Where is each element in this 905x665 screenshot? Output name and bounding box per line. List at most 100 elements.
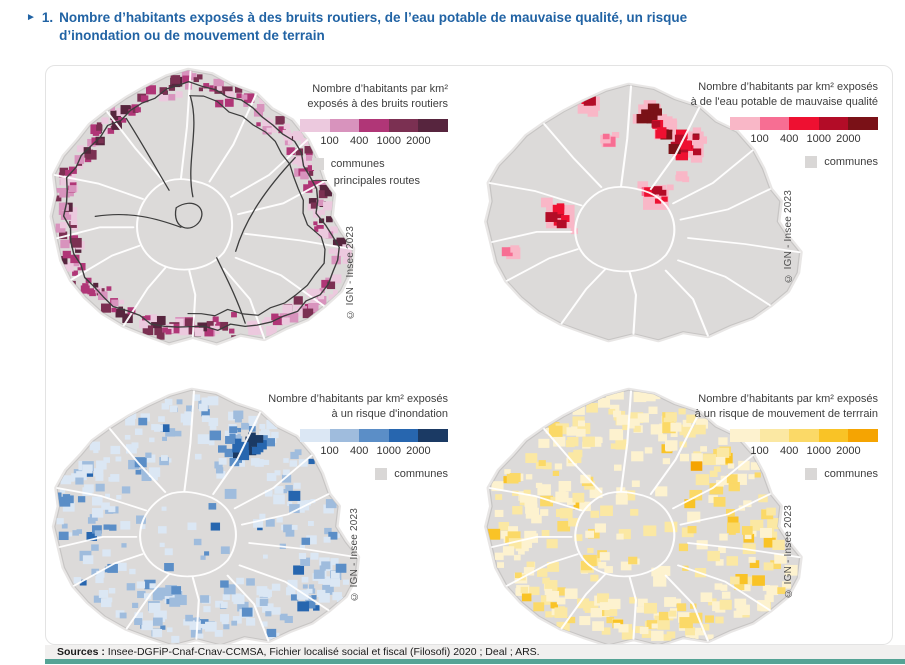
scale-segment-3 xyxy=(359,118,389,132)
scale-tick: 2000 xyxy=(836,444,861,457)
scale-tick: 400 xyxy=(350,134,369,147)
legend-bruits-routiers: Nombre d’habitants par km² exposés à des … xyxy=(270,82,448,187)
legend-items: communes xyxy=(375,467,448,480)
legend-item-communes: communes xyxy=(805,155,878,168)
scale-segment-4 xyxy=(388,118,419,132)
figure-panel: Nombre d’habitants par km² exposés à des … xyxy=(45,65,893,645)
scale-tick: 400 xyxy=(780,444,799,457)
scale-tick: 1000 xyxy=(806,444,832,457)
figure-title-line2: d’inondation ou de mouvement de terrain xyxy=(59,27,325,43)
legend-item-label: principales routes xyxy=(333,174,420,187)
scale-segment-5 xyxy=(418,118,448,132)
legend-item-communes: communes xyxy=(311,157,420,170)
legend-title: Nombre d’habitants par km² exposés à un r… xyxy=(673,392,878,422)
legend-item-routes: principales routes xyxy=(311,174,420,187)
map-credit: © IGN - Insee 2023 xyxy=(783,190,794,284)
legend-item-communes: communes xyxy=(805,467,878,480)
legend-item-label: communes xyxy=(824,155,878,168)
legend-scale-ticks: 100 400 1000 2000 xyxy=(730,133,878,148)
figure-title: ► 1. Nombre d’habitants exposés à des br… xyxy=(26,9,856,44)
map-credit: © IGN - Insee 2023 xyxy=(345,226,356,320)
communes-swatch xyxy=(805,467,818,480)
legend-title-line2: à un risque de mouvement de terrrain xyxy=(694,407,878,420)
legend-title: Nombre d’habitants par km² exposés à des … xyxy=(270,82,448,112)
legend-scale-ticks: 100 400 1000 2000 xyxy=(730,445,878,460)
map-mouvement-terrain xyxy=(484,387,803,644)
scale-tick: 1000 xyxy=(806,132,832,145)
scale-segment-4 xyxy=(818,116,849,130)
legend-item-label: communes xyxy=(330,157,385,170)
scale-segment-1 xyxy=(730,116,760,130)
scale-tick: 400 xyxy=(780,132,799,145)
scale-segment-1 xyxy=(300,428,330,442)
legend-scale-ticks: 100 400 1000 2000 xyxy=(300,135,448,150)
legend-title-line2: à de l'eau potable de mauvaise qualité xyxy=(690,95,878,108)
legend-item-label: communes xyxy=(394,467,448,480)
map-cell-eau-potable: Nombre d’habitants par km² exposés à de l… xyxy=(470,66,892,355)
scale-tick: 400 xyxy=(350,444,369,457)
legend-mouvement-terrain: Nombre d’habitants par km² exposés à un r… xyxy=(673,392,878,480)
scale-segment-5 xyxy=(418,428,448,442)
scale-segment-2 xyxy=(329,118,360,132)
figure-number: 1. xyxy=(41,10,54,25)
scale-segment-1 xyxy=(300,118,330,132)
legend-scale-ticks: 100 400 1000 2000 xyxy=(300,445,448,460)
scale-segment-2 xyxy=(759,116,790,130)
legend-inondation: Nombre d’habitants par km² exposés à un r… xyxy=(243,392,448,480)
legend-title-line1: Nombre d’habitants par km² exposés xyxy=(698,393,878,405)
scale-tick: 2000 xyxy=(406,444,431,457)
scale-segment-4 xyxy=(388,428,419,442)
legend-title-line1: Nombre d’habitants par km² xyxy=(312,83,448,95)
communes-swatch xyxy=(805,155,818,168)
scale-tick: 1000 xyxy=(376,134,402,147)
figure-title-text: Nombre d’habitants exposés à des bruits … xyxy=(59,9,687,44)
scale-segment-5 xyxy=(848,428,878,442)
scale-tick: 1000 xyxy=(376,444,402,457)
title-arrow-icon: ► xyxy=(26,12,36,23)
sources-text: Insee-DGFiP-Cnaf-Cnav-CCMSA, Fichier loc… xyxy=(104,646,540,658)
scale-segment-2 xyxy=(759,428,790,442)
legend-item-communes: communes xyxy=(375,467,448,480)
scale-tick: 100 xyxy=(750,132,769,145)
scale-segment-3 xyxy=(789,116,819,130)
legend-eau-potable: Nombre d’habitants par km² exposés à de l… xyxy=(673,80,878,168)
communes-swatch xyxy=(375,467,388,480)
route-line-swatch xyxy=(311,180,327,182)
legend-color-scale xyxy=(300,428,448,442)
legend-title-line2: à un risque d'inondation xyxy=(331,407,448,420)
map-bruits-routiers xyxy=(49,67,356,346)
legend-item-label: communes xyxy=(824,467,878,480)
legend-color-scale xyxy=(300,118,448,132)
scale-tick: 100 xyxy=(320,134,339,147)
scale-segment-2 xyxy=(329,428,360,442)
map-cell-inondation: Nombre d’habitants par km² exposés à un r… xyxy=(46,355,470,644)
scale-segment-5 xyxy=(848,116,878,130)
scale-segment-3 xyxy=(789,428,819,442)
legend-items: communes xyxy=(805,155,878,168)
scale-tick: 2000 xyxy=(836,132,861,145)
sources-line: Sources : Insee-DGFiP-Cnaf-Cnav-CCMSA, F… xyxy=(45,645,905,659)
legend-color-scale xyxy=(730,116,878,130)
legend-title: Nombre d’habitants par km² exposés à de l… xyxy=(673,80,878,110)
communes-swatch xyxy=(311,157,324,170)
legend-items: communes principales routes xyxy=(311,157,420,187)
scale-segment-4 xyxy=(818,428,849,442)
map-credit: © IGN - Insee 2023 xyxy=(349,508,360,602)
sources-label: Sources : xyxy=(57,646,105,658)
map-cell-bruits-routiers: Nombre d’habitants par km² exposés à des … xyxy=(46,66,470,355)
scale-tick: 100 xyxy=(320,444,339,457)
map-cell-mouvement-terrain: Nombre d’habitants par km² exposés à un r… xyxy=(470,355,892,644)
legend-title-line1: Nombre d’habitants par km² exposés xyxy=(698,81,878,93)
legend-title-line2: exposés à des bruits routiers xyxy=(307,97,448,110)
legend-title: Nombre d’habitants par km² exposés à un r… xyxy=(243,392,448,422)
scale-tick: 2000 xyxy=(406,134,431,147)
map-credit: © IGN - Insee 2023 xyxy=(783,505,794,599)
legend-color-scale xyxy=(730,428,878,442)
legend-title-line1: Nombre d’habitants par km² exposés xyxy=(268,393,448,405)
map-inondation xyxy=(51,387,361,644)
scale-segment-3 xyxy=(359,428,389,442)
scale-segment-1 xyxy=(730,428,760,442)
bottom-rule xyxy=(45,659,905,664)
map-eau-potable xyxy=(484,82,803,343)
legend-items: communes xyxy=(805,467,878,480)
